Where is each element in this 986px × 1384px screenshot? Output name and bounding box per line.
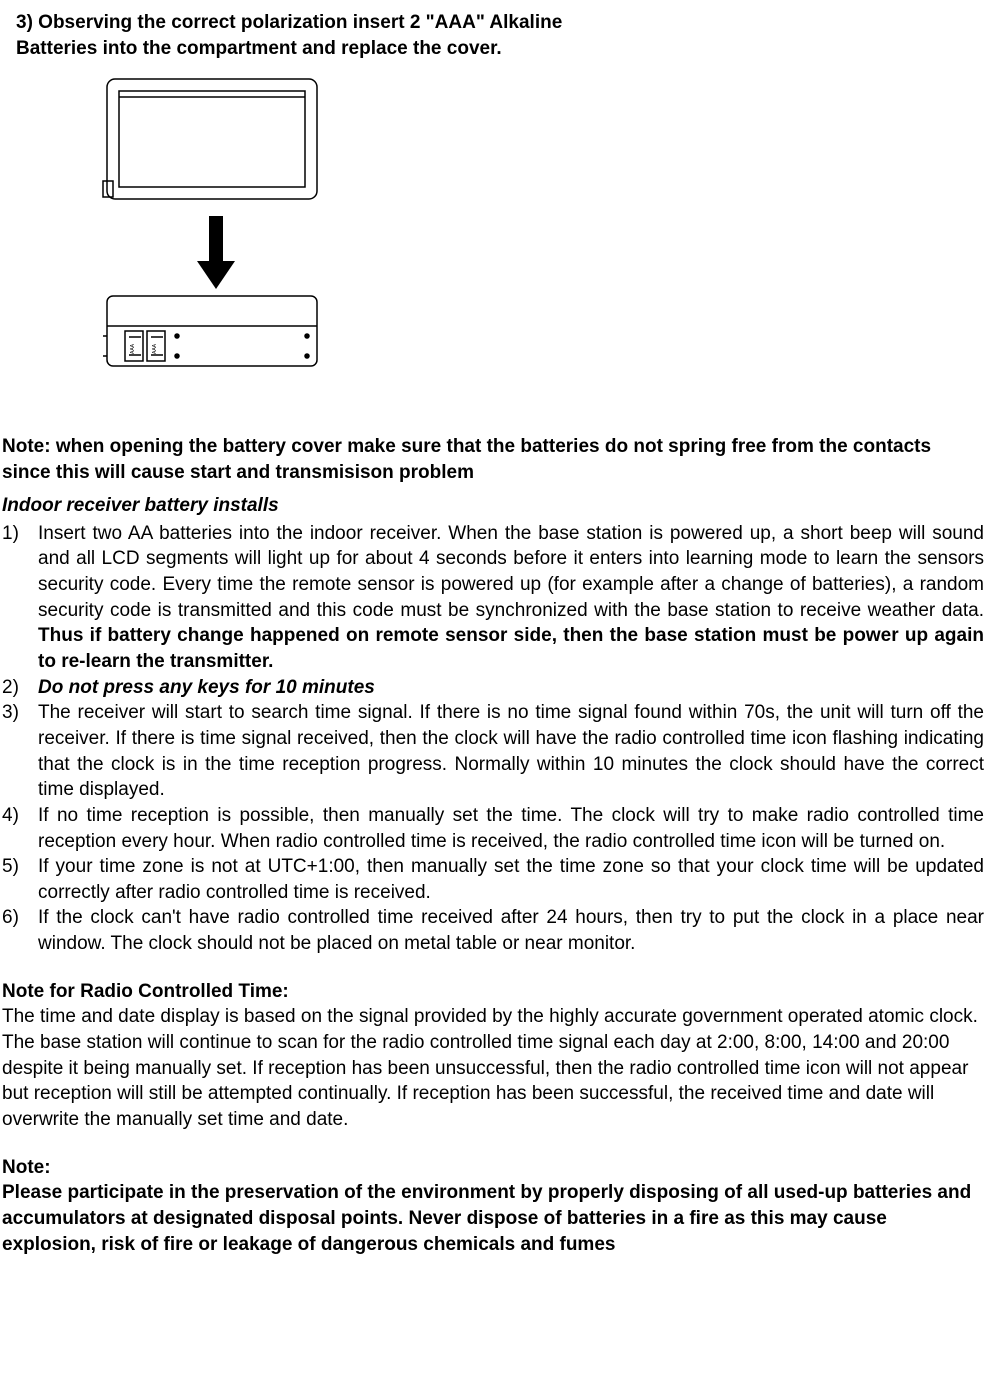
list-item-5: 5) If your time zone is not at UTC+1:00,… — [2, 854, 984, 905]
list-content: If no time reception is possible, then m… — [38, 803, 984, 854]
radio-time-note-text: The time and date display is based on th… — [2, 1004, 984, 1132]
list-item-3: 3) The receiver will start to search tim… — [2, 700, 984, 803]
list-item-4: 4) If no time reception is possible, the… — [2, 803, 984, 854]
list-content: If your time zone is not at UTC+1:00, th… — [38, 854, 984, 905]
list-content: Insert two AA batteries into the indoor … — [38, 521, 984, 675]
list-item-2: 2) Do not press any keys for 10 minutes — [2, 675, 984, 701]
list-content: If the clock can't have radio controlled… — [38, 905, 984, 956]
list-num: 1) — [2, 521, 38, 675]
disposal-note-title: Note: — [2, 1155, 984, 1181]
step-3-line1: 3) Observing the correct polarization in… — [16, 10, 984, 36]
list-item-6: 6) If the clock can't have radio control… — [2, 905, 984, 956]
install-steps-list: 1) Insert two AA batteries into the indo… — [2, 521, 984, 957]
svg-text:AAA: AAA — [130, 344, 136, 355]
list-num: 4) — [2, 803, 38, 854]
list-item-1: 1) Insert two AA batteries into the indo… — [2, 521, 984, 675]
step-3-line2: Batteries into the compartment and repla… — [16, 36, 984, 62]
step-3-header: 3) Observing the correct polarization in… — [16, 10, 984, 61]
list-num: 3) — [2, 700, 38, 803]
battery-compartment-diagram: AAA AAA — [97, 71, 984, 384]
list-num: 5) — [2, 854, 38, 905]
list-num: 2) — [2, 675, 38, 701]
disposal-note-text: Please participate in the preservation o… — [2, 1180, 984, 1257]
list-content: Do not press any keys for 10 minutes — [38, 675, 984, 701]
list-content: The receiver will start to search time s… — [38, 700, 984, 803]
note-battery-cover: Note: when opening the battery cover mak… — [2, 434, 984, 485]
indoor-receiver-heading: Indoor receiver battery installs — [2, 493, 984, 519]
svg-text:AAA: AAA — [152, 344, 158, 355]
list-num: 6) — [2, 905, 38, 956]
radio-time-note-title: Note for Radio Controlled Time: — [2, 979, 984, 1005]
